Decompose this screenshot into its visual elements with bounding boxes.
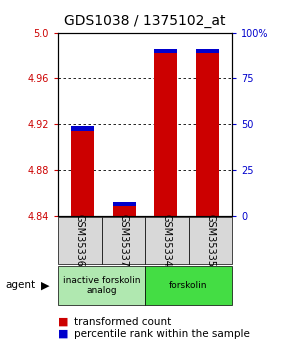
Text: GSM35336: GSM35336 <box>75 214 85 267</box>
Bar <box>196 49 219 53</box>
Text: agent: agent <box>6 280 36 290</box>
Bar <box>71 131 94 216</box>
Text: ■: ■ <box>58 329 68 339</box>
Text: GDS1038 / 1375102_at: GDS1038 / 1375102_at <box>64 14 226 28</box>
Text: forskolin: forskolin <box>169 281 208 290</box>
Bar <box>71 127 94 131</box>
Text: ▶: ▶ <box>41 280 49 290</box>
Text: inactive forskolin
analog: inactive forskolin analog <box>63 276 140 295</box>
Text: GSM35335: GSM35335 <box>205 214 215 267</box>
Text: GSM35334: GSM35334 <box>162 214 172 267</box>
Bar <box>154 49 177 53</box>
Bar <box>154 53 177 216</box>
Text: GSM35337: GSM35337 <box>118 214 128 267</box>
Text: transformed count: transformed count <box>74 317 171 326</box>
Bar <box>113 202 136 207</box>
Text: percentile rank within the sample: percentile rank within the sample <box>74 329 250 339</box>
Bar <box>113 206 136 216</box>
Text: ■: ■ <box>58 317 68 326</box>
Bar <box>196 53 219 216</box>
